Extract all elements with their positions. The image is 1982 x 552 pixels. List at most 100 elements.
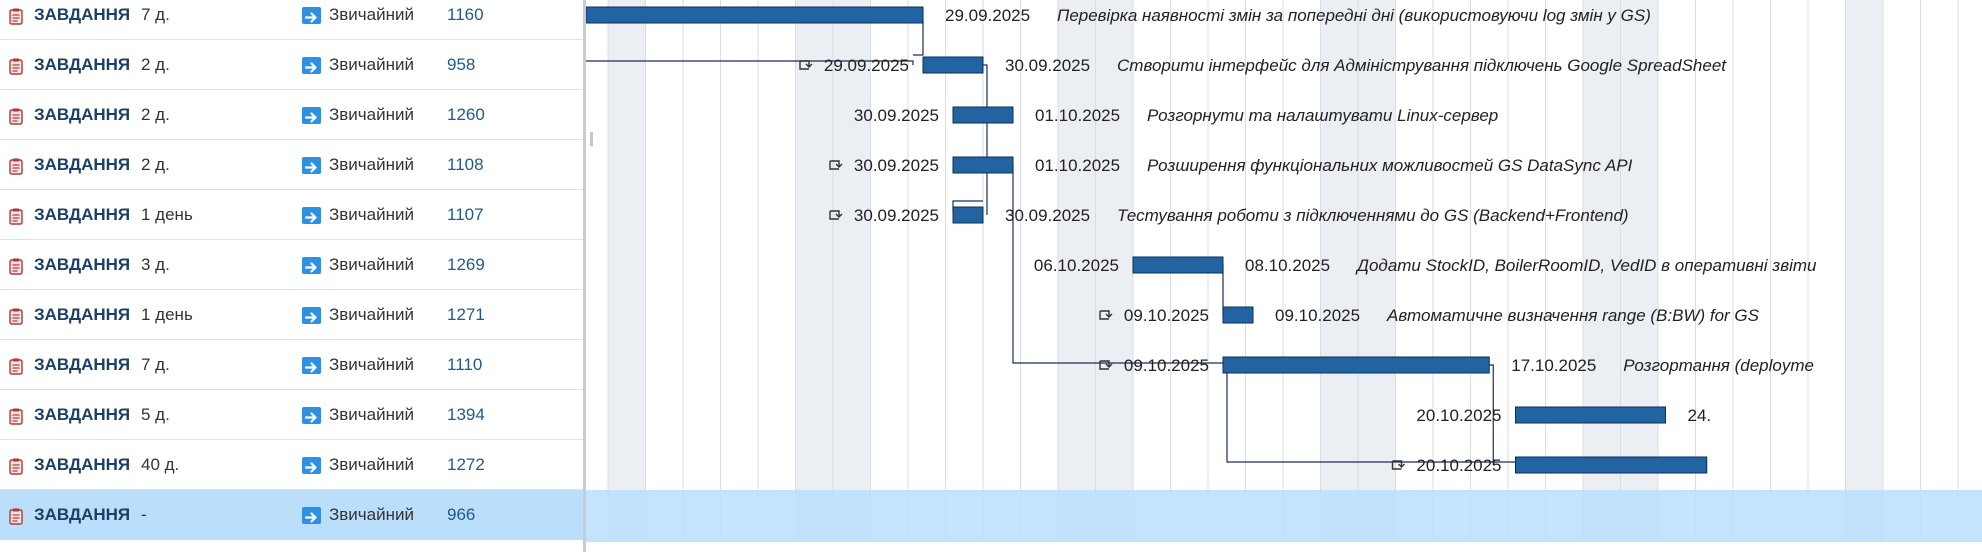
- task-priority: Звичайний: [329, 455, 414, 474]
- panel-splitter[interactable]: [583, 0, 586, 552]
- task-row[interactable]: ЗАВДАННЯ 2 д. Звичайний 1108: [0, 140, 583, 190]
- splitter-grip[interactable]: [590, 132, 593, 146]
- arrow-right-icon: [302, 7, 321, 24]
- bar-end-date: 08.10.2025: [1245, 256, 1330, 275]
- clipboard-icon: [9, 6, 23, 25]
- bar-start-date: 29.09.2025: [824, 56, 909, 75]
- clipboard-icon: [9, 406, 23, 425]
- task-row[interactable]: ЗАВДАННЯ 1 день Звичайний 1271: [0, 290, 583, 340]
- link-constraint-icon: [829, 210, 843, 220]
- task-type-label: ЗАВДАННЯ: [34, 105, 131, 124]
- task-priority: Звичайний: [329, 155, 414, 174]
- task-duration: -: [141, 505, 147, 524]
- task-duration: 40 д.: [141, 455, 180, 474]
- task-id[interactable]: 1110: [447, 355, 483, 374]
- gantt-svg: 29.09.2025 Перевірка наявності змін за по…: [586, 0, 1982, 542]
- gantt-bar-1110[interactable]: [1222, 356, 1490, 374]
- clipboard-icon: [9, 56, 23, 75]
- task-id[interactable]: 1269: [447, 255, 485, 274]
- arrow-right-icon: [302, 357, 321, 374]
- bar-task-name: Автоматичне визначення range (B:BW) for …: [1386, 306, 1760, 325]
- bar-task-name: Перевірка наявності змін за попередні дн…: [1057, 6, 1651, 25]
- bar-end-date: 30.09.2025: [1005, 56, 1090, 75]
- gantt-bar-1394[interactable]: [1515, 406, 1666, 424]
- task-duration: 2 д.: [141, 155, 170, 174]
- task-row[interactable]: ЗАВДАННЯ 1 день Звичайний 1107: [0, 190, 583, 240]
- task-id[interactable]: 1107: [447, 205, 484, 224]
- task-row[interactable]: ЗАВДАННЯ 7 д. Звичайний 1110: [0, 340, 583, 390]
- bar-task-name: Створити інтерфейс для Адміністрування п…: [1117, 56, 1727, 75]
- weekend-column: [833, 0, 871, 540]
- task-id[interactable]: 966: [447, 505, 476, 524]
- task-duration: 7 д.: [141, 355, 170, 374]
- task-id[interactable]: 1394: [447, 405, 485, 424]
- bar-end-date: 01.10.2025: [1035, 156, 1120, 175]
- task-row[interactable]: ЗАВДАННЯ 5 д. Звичайний 1394: [0, 390, 583, 440]
- bar-end-date: 01.10.2025: [1035, 106, 1120, 125]
- task-type-label: ЗАВДАННЯ: [34, 155, 131, 174]
- arrow-right-icon: [302, 507, 321, 524]
- task-type-label: ЗАВДАННЯ: [34, 405, 131, 424]
- task-id[interactable]: 1272: [447, 455, 485, 474]
- task-type-label: ЗАВДАННЯ: [34, 505, 131, 524]
- arrow-right-icon: [302, 407, 321, 424]
- task-id[interactable]: 1160: [447, 5, 484, 24]
- gantt-bar-1272[interactable]: [1515, 456, 1708, 474]
- task-priority: Звичайний: [329, 255, 414, 274]
- bar-task-name: Додати StockID, BoilerRoomID, VedID в оп…: [1355, 256, 1817, 275]
- gantt-bar-958[interactable]: [922, 56, 984, 74]
- weekend-column: [1358, 0, 1396, 540]
- task-id[interactable]: 958: [447, 55, 476, 74]
- task-priority: Звичайний: [329, 105, 414, 124]
- task-duration: 5 д.: [141, 405, 170, 424]
- task-type-label: ЗАВДАННЯ: [34, 305, 131, 324]
- dependency-connector: [983, 64, 988, 215]
- task-priority: Звичайний: [329, 305, 414, 324]
- link-constraint-icon: [1391, 460, 1405, 470]
- task-id[interactable]: 1108: [447, 155, 484, 174]
- bar-start-date: 30.09.2025: [854, 156, 939, 175]
- bar-task-name: Розгортання (deployme: [1623, 356, 1814, 375]
- task-row[interactable]: ЗАВДАННЯ 2 д. Звичайний 958: [0, 40, 583, 90]
- task-row[interactable]: ЗАВДАННЯ 40 д. Звичайний 1272: [0, 440, 583, 490]
- task-id[interactable]: 1260: [447, 105, 485, 124]
- weekend-column: [1320, 0, 1358, 540]
- clipboard-icon: [9, 456, 23, 475]
- task-type-label: ЗАВДАННЯ: [34, 455, 131, 474]
- task-duration: 1 день: [141, 205, 193, 224]
- gantt-bar-1269[interactable]: [1132, 256, 1224, 274]
- task-type-label: ЗАВДАННЯ: [34, 55, 131, 74]
- bar-start-date: 09.10.2025: [1124, 356, 1209, 375]
- task-id[interactable]: 1271: [447, 305, 485, 324]
- task-type-label: ЗАВДАННЯ: [34, 205, 131, 224]
- gantt-chart: 29.09.2025 Перевірка наявності змін за по…: [586, 0, 1982, 552]
- bar-task-name: Тестування роботи з підключеннями до GS …: [1117, 206, 1629, 225]
- gantt-bar-1160[interactable]: [586, 6, 924, 24]
- task-priority: Звичайний: [329, 505, 414, 524]
- bar-start-date: 30.09.2025: [854, 106, 939, 125]
- bar-start-date: 30.09.2025: [854, 206, 939, 225]
- dependency-connector: [913, 20, 924, 56]
- weekend-column: [1058, 0, 1096, 540]
- weekend-column: [1845, 0, 1883, 540]
- clipboard-icon: [9, 256, 23, 275]
- task-priority: Звичайний: [329, 55, 414, 74]
- task-row[interactable]: ЗАВДАННЯ - Звичайний 966: [0, 490, 583, 540]
- task-row[interactable]: ЗАВДАННЯ 3 д. Звичайний 1269: [0, 240, 583, 290]
- link-constraint-icon: [1099, 310, 1113, 320]
- task-priority: Звичайний: [329, 405, 414, 424]
- weekend-column: [1095, 0, 1133, 540]
- link-constraint-icon: [1099, 360, 1113, 370]
- gantt-bar-1108[interactable]: [952, 156, 1014, 174]
- dependency-connector: [1489, 364, 1494, 465]
- clipboard-icon: [9, 506, 23, 525]
- gantt-bar-1271[interactable]: [1222, 306, 1254, 324]
- task-row[interactable]: ЗАВДАННЯ 2 д. Звичайний 1260: [0, 90, 583, 140]
- gantt-bar-1107[interactable]: [952, 206, 984, 224]
- clipboard-icon: [9, 156, 23, 175]
- task-row[interactable]: ЗАВДАННЯ 7 д. Звичайний 1160: [0, 0, 583, 40]
- arrow-right-icon: [302, 207, 321, 224]
- gantt-bar-1260[interactable]: [952, 106, 1014, 124]
- task-duration: 2 д.: [141, 55, 170, 74]
- task-type-label: ЗАВДАННЯ: [34, 255, 131, 274]
